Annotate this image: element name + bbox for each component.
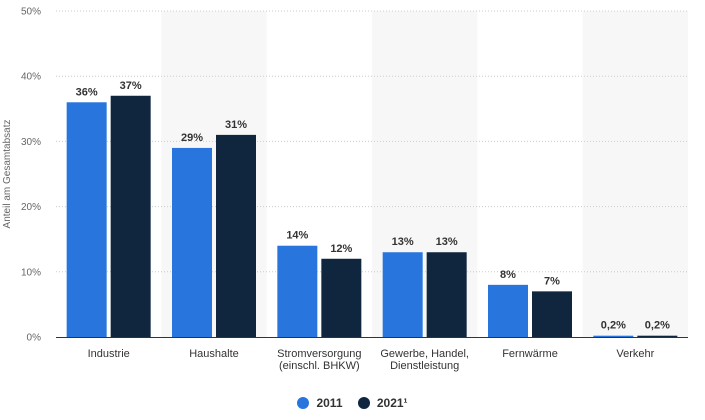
bar-2021-5[interactable] bbox=[637, 335, 678, 337]
data-label: 0,2% bbox=[601, 320, 626, 332]
x-category-label: Dienstleistung bbox=[390, 360, 459, 372]
y-tick-label: 50% bbox=[21, 7, 41, 18]
data-label: 12% bbox=[330, 243, 352, 255]
bar-2011-4[interactable] bbox=[488, 284, 528, 337]
data-label: 29% bbox=[181, 132, 203, 144]
bar-2021-2[interactable] bbox=[321, 258, 362, 337]
x-category-label: Verkehr bbox=[616, 348, 654, 360]
data-label: 8% bbox=[500, 269, 516, 281]
bar-2011-2[interactable] bbox=[277, 245, 318, 337]
x-category-label: Fernwärme bbox=[502, 348, 558, 360]
data-label: 31% bbox=[225, 119, 247, 131]
data-label: 13% bbox=[392, 236, 414, 248]
bar-2011-5[interactable] bbox=[593, 335, 634, 337]
x-category-label: Stromversorgung bbox=[277, 348, 361, 360]
bar-2021-1[interactable] bbox=[216, 134, 256, 337]
x-category-label: Gewerbe, Handel, bbox=[380, 348, 469, 360]
y-tick-label: 30% bbox=[21, 137, 41, 148]
legend-label-2021: 2021¹ bbox=[376, 396, 408, 410]
bar-2021-3[interactable] bbox=[426, 252, 467, 337]
data-label: 13% bbox=[436, 236, 458, 248]
y-tick-label: 40% bbox=[21, 72, 41, 83]
bar-2011-3[interactable] bbox=[382, 252, 423, 337]
data-label: 14% bbox=[286, 230, 308, 242]
x-category-label: (einschl. BHKW) bbox=[279, 360, 360, 372]
data-label: 0,2% bbox=[645, 320, 670, 332]
bar-2021-0[interactable] bbox=[110, 95, 151, 337]
category-band bbox=[582, 11, 688, 337]
bar-2011-1[interactable] bbox=[172, 147, 212, 337]
legend-swatch-2021 bbox=[357, 397, 370, 409]
legend: 2011 2021¹ bbox=[0, 396, 705, 412]
x-category-label: Industrie bbox=[88, 348, 130, 360]
data-label: 7% bbox=[544, 275, 560, 287]
y-axis-title: Anteil am Gesamtabsatz bbox=[2, 120, 13, 229]
legend-item-2011[interactable]: 2011 bbox=[297, 396, 343, 410]
legend-label-2011: 2011 bbox=[316, 396, 343, 410]
bar-2021-4[interactable] bbox=[532, 291, 572, 337]
data-label: 36% bbox=[76, 86, 98, 98]
y-tick-label: 10% bbox=[21, 267, 41, 278]
legend-item-2021[interactable]: 2021¹ bbox=[357, 396, 408, 410]
bar-2011-0[interactable] bbox=[66, 102, 107, 337]
legend-swatch-2011 bbox=[297, 397, 310, 409]
data-label: 37% bbox=[120, 80, 142, 92]
y-tick-label: 20% bbox=[21, 202, 41, 213]
y-tick-label: 0% bbox=[27, 333, 42, 344]
x-category-label: Haushalte bbox=[189, 348, 239, 360]
